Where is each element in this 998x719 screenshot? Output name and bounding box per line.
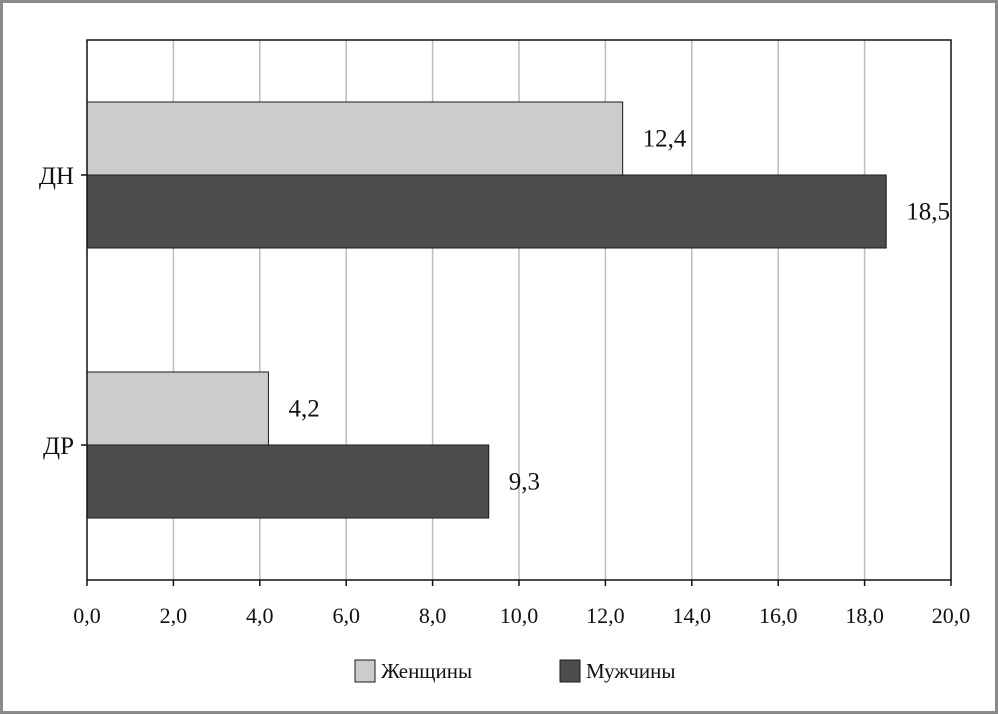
bar (86, 101, 624, 176)
axes: 0,0 2,0 4,0 6,0 8,0 10,0 12,0 14,0 16,0 18,0 20,0 (73, 174, 971, 628)
x-tick-label: 10,0 (500, 603, 539, 628)
x-tick-label: 2,0 (160, 603, 188, 628)
x-tick-label: 8,0 (419, 603, 447, 628)
bars (86, 101, 887, 519)
data-label: 18,5 (906, 199, 950, 226)
data-label: 12,4 (643, 126, 687, 153)
legend-label: Женщины (381, 659, 472, 683)
bar (86, 444, 490, 519)
x-tick-label: 14,0 (673, 603, 712, 628)
legend-label: Мужчины (586, 659, 676, 683)
legend: Женщины Мужчины (354, 659, 676, 683)
bar (86, 371, 269, 446)
legend-swatch (559, 659, 581, 683)
x-tick-label: 20,0 (932, 603, 971, 628)
x-tick-label: 12,0 (586, 603, 625, 628)
category-label: ДН (39, 163, 74, 190)
x-tick-label: 16,0 (759, 603, 798, 628)
x-tick-label: 6,0 (332, 603, 360, 628)
category-label: ДР (43, 433, 74, 460)
x-tick-label: 4,0 (246, 603, 274, 628)
legend-swatch (354, 659, 376, 683)
labels: ДН 12,4 18,5 ДР 4,2 9,3 (39, 126, 950, 496)
bar (86, 174, 887, 249)
data-label: 9,3 (509, 469, 540, 496)
x-tick-label: 0,0 (73, 603, 101, 628)
data-label: 4,2 (288, 396, 319, 423)
x-tick-label: 18,0 (845, 603, 884, 628)
